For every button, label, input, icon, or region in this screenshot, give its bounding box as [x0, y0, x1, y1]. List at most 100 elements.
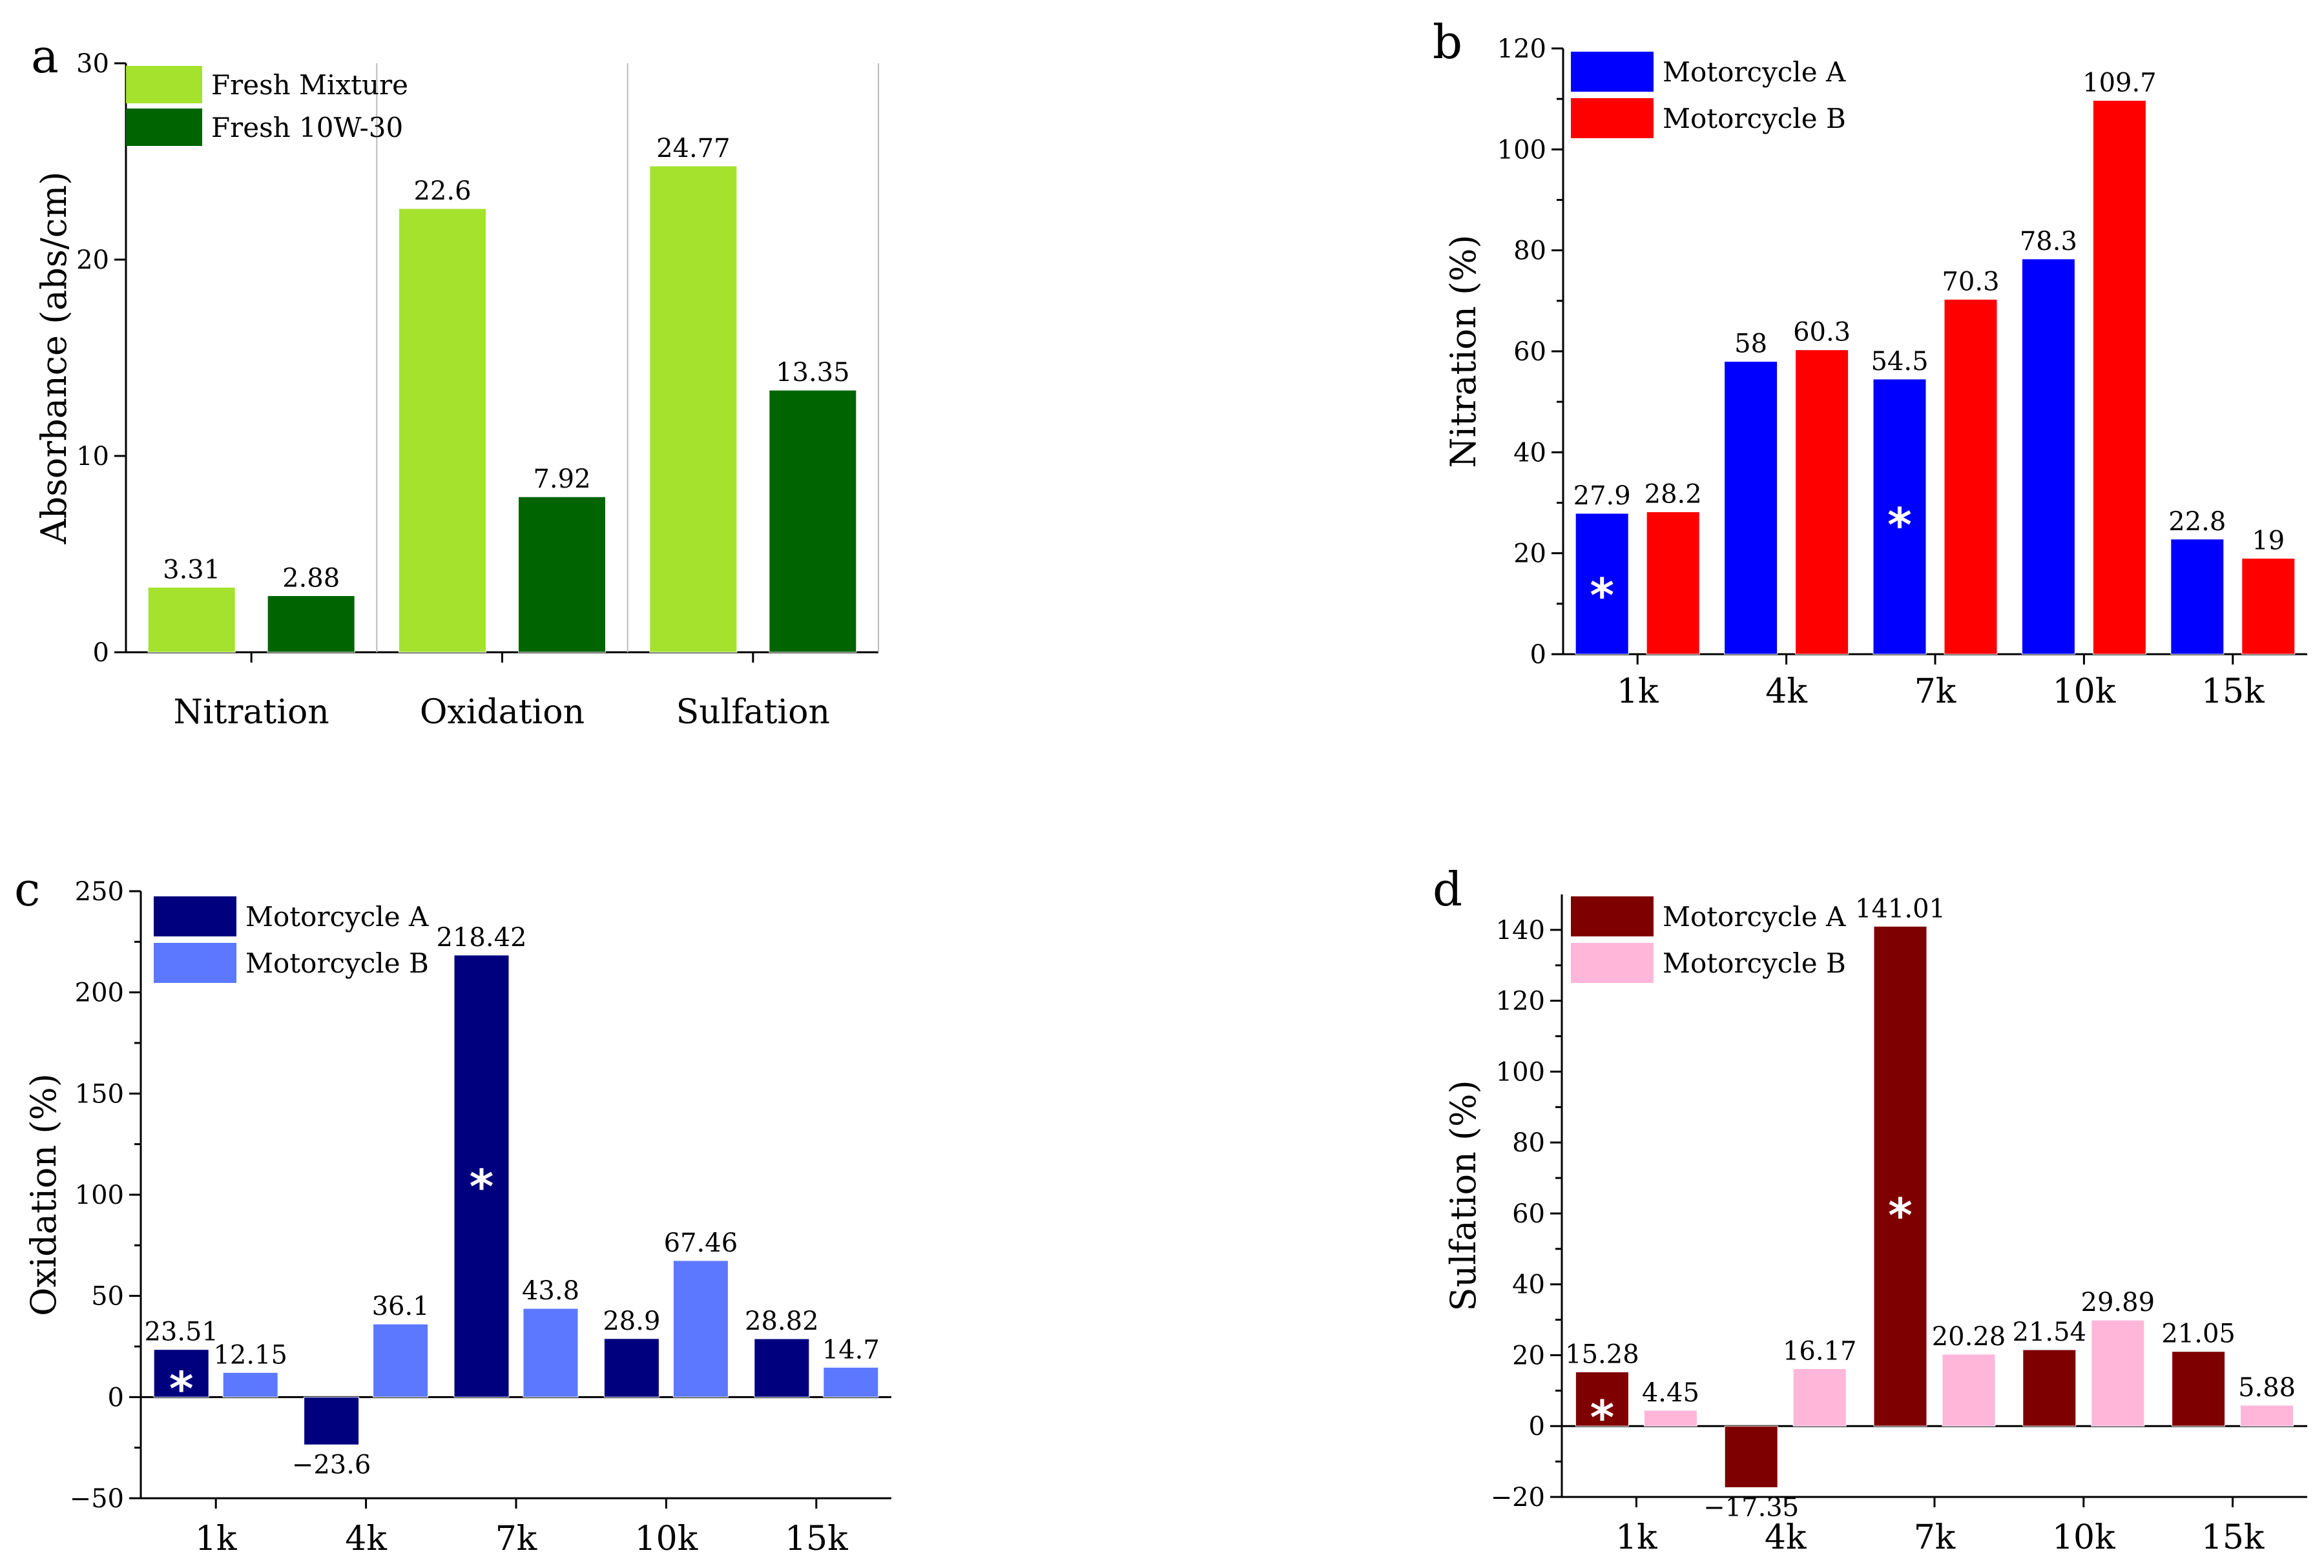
- bar-1k-motorcycle-b: [222, 1372, 278, 1398]
- bar-oxidation-fresh-mixture: [399, 208, 486, 653]
- bar-7k-motorcycle-b: [1944, 298, 1998, 655]
- data-label: −17.35: [1703, 1492, 1799, 1522]
- x-tick-label: 4k: [1765, 1518, 1807, 1557]
- x-tick-label: 10k: [2052, 1518, 2115, 1557]
- x-tick-label: 7k: [1914, 672, 1956, 711]
- data-label: 16.17: [1783, 1336, 1857, 1366]
- bar-15k-motorcycle-b: [2241, 557, 2296, 655]
- data-label: 54.5: [1871, 347, 1928, 377]
- data-label: −23.6: [292, 1450, 371, 1480]
- data-label: 7.92: [533, 464, 590, 494]
- chart-panel-b: b 0 20 40 60 80 100 120 Nitration (%) 1k 27.9 28.2 4…: [1433, 15, 2307, 711]
- bar-10k-motorcycle-b: [672, 1260, 729, 1398]
- bar-sulfation-fresh-10w-30: [769, 389, 857, 653]
- data-label: 13.35: [776, 358, 850, 387]
- bar-10k-motorcycle-a: [2022, 1349, 2077, 1427]
- legend-label: Motorcycle A: [245, 901, 429, 933]
- x-tick-label: 7k: [495, 1520, 537, 1558]
- panel-letter: c: [14, 862, 40, 916]
- bar-10k-motorcycle-b: [2091, 1319, 2145, 1427]
- x-tick-label: Sulfation: [676, 693, 830, 732]
- x-tick-label: 1k: [195, 1520, 237, 1558]
- data-label: 70.3: [1942, 267, 1999, 296]
- data-label: 43.8: [522, 1276, 579, 1306]
- y-tick-label: 150: [75, 1079, 124, 1109]
- bar-sulfation-fresh-mixture: [649, 165, 738, 653]
- bar-10k-motorcycle-a: [2021, 258, 2075, 655]
- y-tick-label: 40: [1512, 1270, 1545, 1300]
- data-label: 21.54: [2013, 1317, 2087, 1347]
- bar-7k-motorcycle-b: [523, 1308, 579, 1398]
- x-tick-label: 15k: [2201, 1518, 2265, 1557]
- data-label: 28.9: [603, 1306, 660, 1336]
- bar-7k-motorcycle-a: [453, 954, 510, 1398]
- significance-star: *: [1590, 568, 1614, 623]
- data-label: 141.01: [1855, 894, 1945, 923]
- legend-label: Motorcycle A: [1663, 56, 1846, 88]
- data-label: 218.42: [437, 923, 527, 953]
- data-label: 2.88: [282, 563, 340, 593]
- legend-swatch: [154, 943, 236, 983]
- y-tick-label: 60: [1513, 337, 1546, 367]
- data-label: 15.28: [1565, 1339, 1639, 1369]
- bar-1k-motorcycle-b: [1646, 511, 1700, 655]
- y-tick-label: 120: [1496, 987, 1545, 1016]
- bar-4k-motorcycle-b: [1795, 349, 1849, 655]
- data-label: 27.9: [1573, 481, 1631, 511]
- data-label: 60.3: [1793, 318, 1851, 347]
- y-tick-label: 80: [1512, 1128, 1545, 1158]
- data-label: 109.7: [2082, 68, 2157, 98]
- data-label: 36.1: [372, 1292, 430, 1321]
- data-label: 28.2: [1644, 480, 1702, 510]
- bar-1k-motorcycle-b: [1643, 1410, 1697, 1427]
- y-tick-label: 200: [75, 978, 124, 1008]
- legend-label: Motorcycle B: [1663, 947, 1846, 979]
- significance-star: *: [1888, 1188, 1913, 1243]
- y-tick-label: 40: [1513, 438, 1546, 468]
- data-label: 19: [2252, 526, 2285, 555]
- legend-swatch: [154, 896, 236, 936]
- bar-nitration-fresh-mixture: [147, 586, 236, 653]
- legend-swatch: [1571, 52, 1654, 92]
- bar-4k-motorcycle-a: [1724, 361, 1778, 655]
- legend-label: Motorcycle B: [245, 947, 429, 979]
- bar-15k-motorcycle-b: [2240, 1405, 2294, 1427]
- panel-letter: d: [1433, 862, 1462, 916]
- y-tick-label: 20: [1512, 1341, 1545, 1370]
- data-label: 12.15: [213, 1340, 287, 1370]
- bar-4k-motorcycle-a: [304, 1396, 360, 1445]
- legend-swatch: [126, 66, 202, 103]
- significance-star: *: [169, 1362, 194, 1416]
- chart-panel-d: d −20 0 20 40 60 80 100 120 140 Sulfation (%) 1k 15.…: [1433, 862, 2307, 1557]
- panel-letter: b: [1433, 15, 1462, 69]
- bar-15k-motorcycle-b: [823, 1367, 879, 1398]
- bar-15k-motorcycle-a: [2172, 1351, 2226, 1427]
- x-tick-label: 7k: [1914, 1518, 1956, 1557]
- data-label: 29.89: [2081, 1288, 2155, 1317]
- y-tick-label: 30: [76, 49, 109, 79]
- y-tick-label: 10: [76, 442, 109, 471]
- significance-star: *: [1887, 498, 1912, 552]
- bar-7k-motorcycle-b: [1942, 1354, 1996, 1427]
- data-label: 5.88: [2238, 1373, 2296, 1403]
- legend-label: Fresh Mixture: [211, 69, 408, 101]
- x-tick-label: Oxidation: [420, 693, 585, 732]
- bar-15k-motorcycle-a: [2170, 539, 2225, 655]
- y-axis-title: Absorbance (abs/cm): [34, 172, 74, 545]
- panel-letter: a: [31, 29, 59, 83]
- data-label: 28.82: [745, 1306, 819, 1336]
- x-tick-label: 1k: [1617, 672, 1659, 711]
- significance-star: *: [1590, 1390, 1615, 1445]
- bar-1k-motorcycle-a: [1575, 513, 1629, 655]
- data-label: 67.46: [664, 1228, 738, 1258]
- y-tick-label: −20: [1491, 1483, 1545, 1512]
- y-tick-label: 0: [1530, 640, 1546, 670]
- bar-7k-motorcycle-a: [1873, 378, 1927, 655]
- y-axis-title: Oxidation (%): [23, 1073, 64, 1316]
- legend-label: Motorcycle B: [1663, 103, 1846, 134]
- y-tick-label: 20: [76, 245, 109, 275]
- data-label: 4.45: [1642, 1378, 1699, 1408]
- bar-15k-motorcycle-a: [754, 1338, 810, 1398]
- data-label: 24.77: [656, 134, 731, 163]
